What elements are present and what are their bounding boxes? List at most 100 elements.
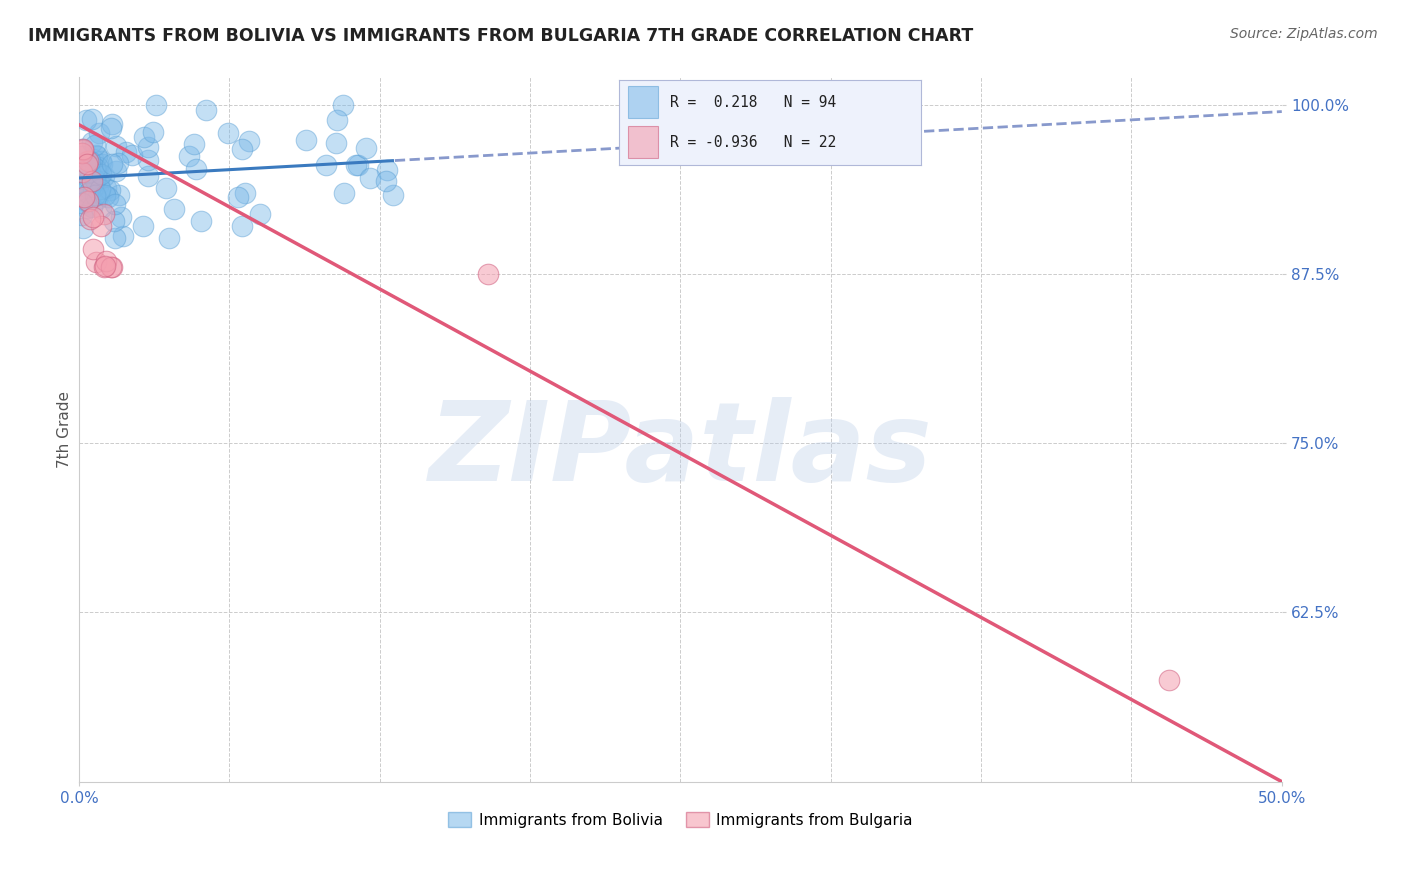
Point bbox=[82, 180, 104, 194]
Point bbox=[72, 142, 94, 156]
Point bbox=[87, 186, 110, 200]
Point bbox=[79, 212, 101, 227]
Point bbox=[86, 165, 108, 179]
Point bbox=[382, 187, 405, 202]
Point bbox=[155, 180, 177, 194]
Point bbox=[70, 142, 93, 156]
Point bbox=[1157, 673, 1180, 687]
Point bbox=[70, 149, 93, 163]
Point bbox=[94, 259, 117, 273]
Point bbox=[104, 164, 127, 178]
Point bbox=[136, 140, 159, 154]
Point bbox=[89, 153, 111, 168]
Bar bbox=[627, 126, 658, 158]
Point bbox=[104, 231, 127, 245]
Point bbox=[163, 202, 186, 216]
Text: R =  0.218   N = 94: R = 0.218 N = 94 bbox=[671, 95, 837, 111]
Point bbox=[134, 129, 156, 144]
Point bbox=[217, 126, 239, 140]
Point bbox=[82, 242, 104, 256]
Point bbox=[315, 158, 337, 172]
Point bbox=[231, 142, 253, 156]
Point bbox=[80, 112, 103, 126]
Text: R = -0.936   N = 22: R = -0.936 N = 22 bbox=[671, 135, 837, 150]
Point bbox=[89, 127, 111, 141]
Point bbox=[70, 195, 93, 210]
Point bbox=[77, 194, 100, 208]
Point bbox=[325, 136, 347, 151]
Point bbox=[356, 141, 378, 155]
Text: Source: ZipAtlas.com: Source: ZipAtlas.com bbox=[1230, 27, 1378, 41]
Point bbox=[89, 177, 111, 191]
Point bbox=[238, 134, 260, 148]
Text: ZIPatlas: ZIPatlas bbox=[429, 397, 932, 504]
Point bbox=[332, 97, 354, 112]
Point bbox=[375, 163, 398, 178]
Point bbox=[70, 178, 93, 193]
Point bbox=[84, 148, 107, 162]
Point bbox=[76, 157, 98, 171]
Point bbox=[79, 165, 101, 179]
Point bbox=[77, 171, 100, 186]
Point bbox=[131, 219, 153, 233]
Point bbox=[91, 157, 114, 171]
Point bbox=[73, 189, 96, 203]
Point bbox=[84, 161, 107, 175]
Point bbox=[87, 161, 110, 175]
Y-axis label: 7th Grade: 7th Grade bbox=[58, 391, 72, 468]
Point bbox=[75, 194, 97, 209]
Point bbox=[101, 156, 124, 170]
Point bbox=[75, 113, 97, 128]
Point bbox=[100, 121, 122, 136]
Point bbox=[96, 254, 118, 268]
Bar bbox=[627, 87, 658, 119]
Point bbox=[100, 260, 122, 274]
Point bbox=[70, 164, 93, 178]
Point bbox=[89, 182, 111, 196]
Point bbox=[80, 174, 103, 188]
Point bbox=[184, 161, 207, 176]
Point bbox=[190, 214, 212, 228]
Point bbox=[97, 190, 120, 204]
Point bbox=[157, 230, 180, 244]
Point bbox=[76, 201, 98, 215]
Point bbox=[145, 97, 167, 112]
Point bbox=[77, 186, 100, 200]
Point bbox=[93, 206, 115, 220]
Point bbox=[70, 165, 93, 179]
Point bbox=[121, 148, 143, 162]
Point bbox=[72, 220, 94, 235]
Point bbox=[108, 188, 131, 202]
Text: IMMIGRANTS FROM BOLIVIA VS IMMIGRANTS FROM BULGARIA 7TH GRADE CORRELATION CHART: IMMIGRANTS FROM BOLIVIA VS IMMIGRANTS FR… bbox=[28, 27, 973, 45]
Point bbox=[110, 211, 132, 225]
Legend: Immigrants from Bolivia, Immigrants from Bulgaria: Immigrants from Bolivia, Immigrants from… bbox=[441, 805, 920, 834]
Point bbox=[70, 208, 93, 222]
Point bbox=[111, 228, 134, 243]
Point bbox=[90, 202, 112, 216]
Point bbox=[226, 190, 249, 204]
Point bbox=[233, 186, 256, 200]
Point bbox=[70, 146, 93, 161]
Point bbox=[295, 133, 318, 147]
Point bbox=[94, 187, 117, 202]
Point bbox=[374, 174, 396, 188]
Point bbox=[82, 135, 104, 149]
Point bbox=[359, 171, 381, 186]
Point bbox=[76, 154, 98, 169]
Point bbox=[86, 149, 108, 163]
Point bbox=[477, 267, 499, 281]
Point bbox=[83, 173, 105, 187]
Point bbox=[195, 103, 218, 118]
Point bbox=[82, 200, 104, 214]
Point bbox=[86, 193, 108, 207]
Point bbox=[103, 214, 125, 228]
Point bbox=[333, 186, 356, 200]
Point bbox=[84, 255, 107, 269]
Point bbox=[344, 158, 367, 172]
Point bbox=[83, 188, 105, 202]
Point bbox=[347, 158, 370, 172]
Point bbox=[105, 138, 128, 153]
Point bbox=[142, 125, 165, 139]
Point bbox=[104, 196, 127, 211]
Point bbox=[107, 156, 129, 170]
